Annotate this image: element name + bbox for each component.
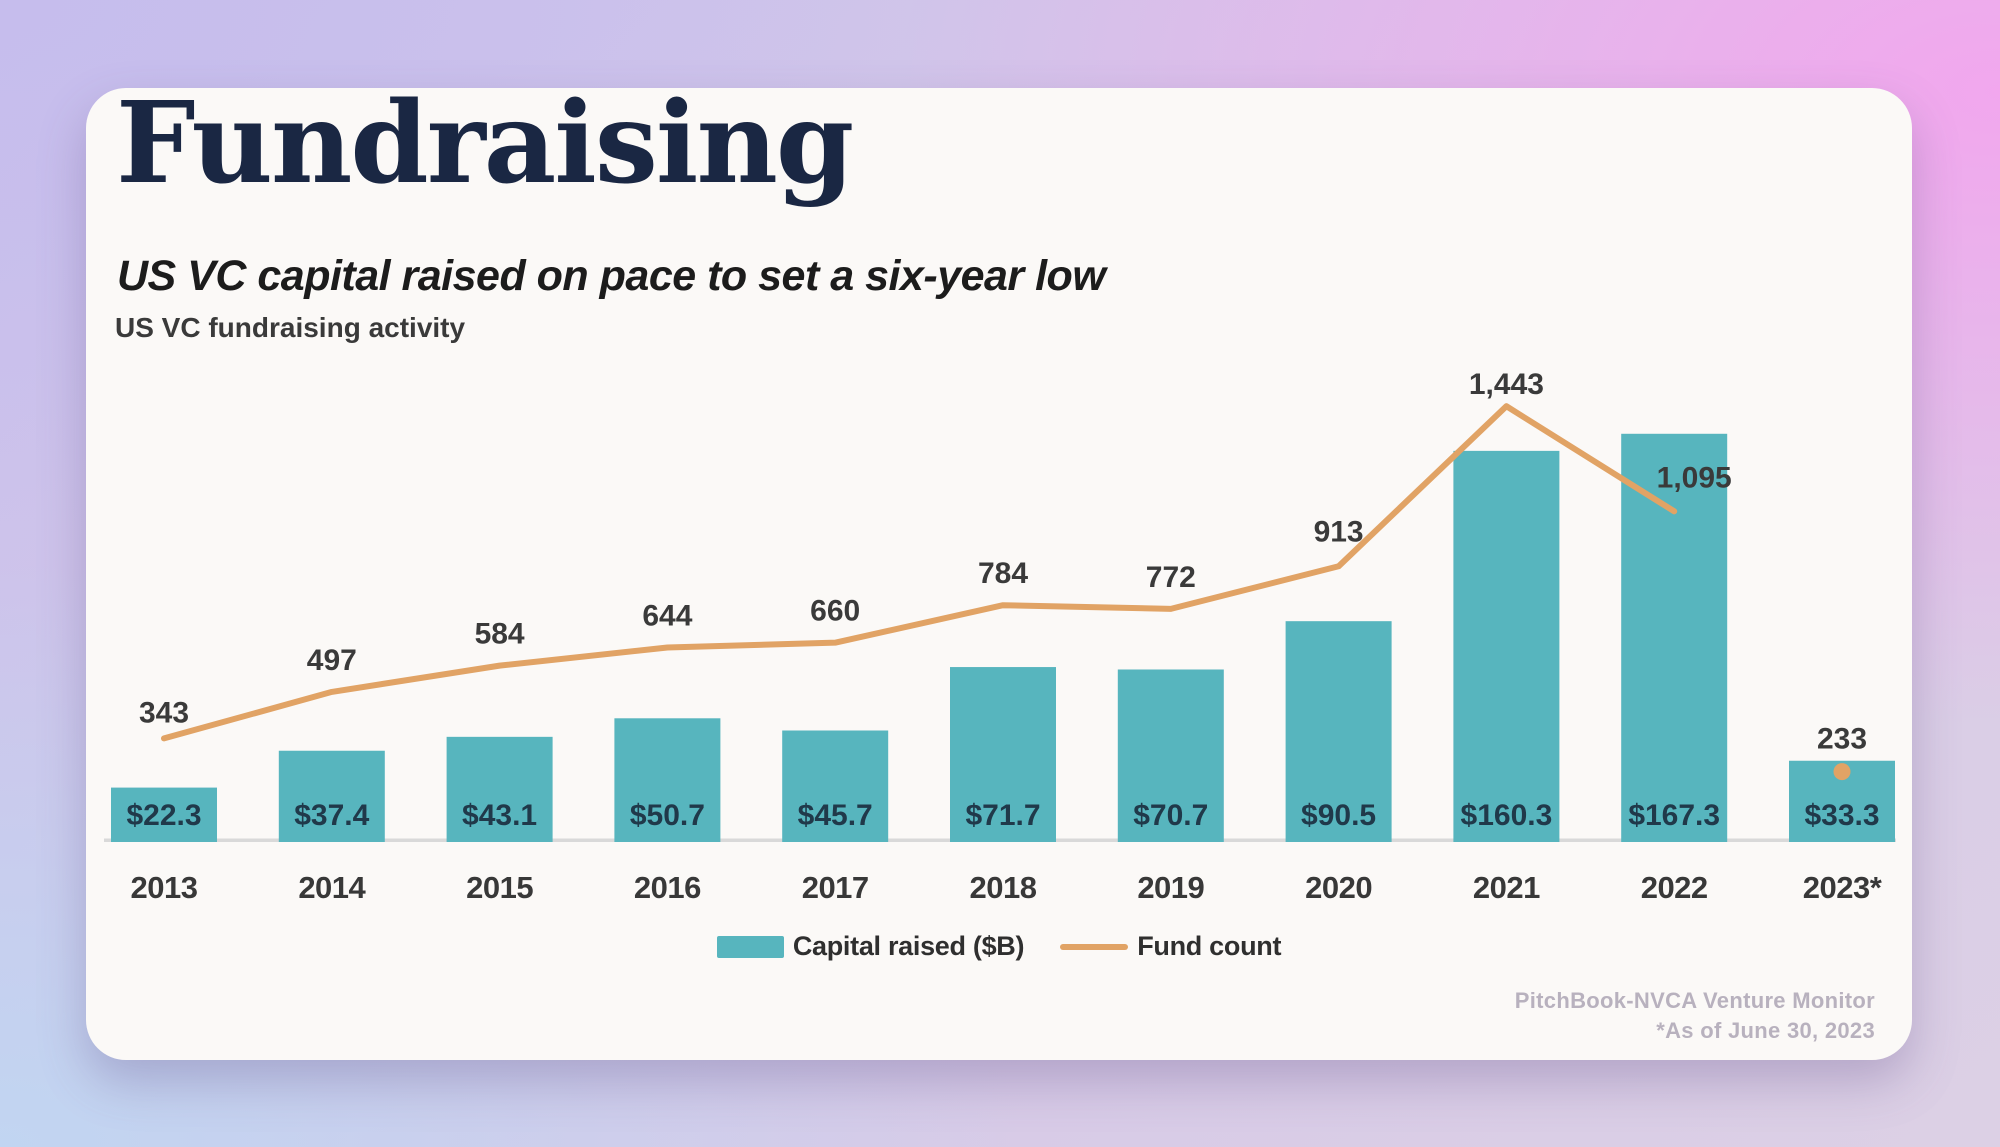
fund-count-label: 584 — [475, 618, 525, 651]
fund-count-point-marker — [1833, 763, 1851, 781]
fund-count-label: 660 — [810, 595, 860, 628]
bar-value-label: $43.1 — [462, 799, 537, 832]
bar-value-label: $71.7 — [965, 799, 1040, 832]
fund-count-legend-label: Fund count — [1137, 931, 1282, 961]
fund-count-label: 784 — [978, 557, 1028, 590]
bar-value-label: $33.3 — [1804, 799, 1879, 832]
capital-raised-legend-label: Capital raised ($B) — [792, 931, 1025, 961]
chart-headline: US VC capital raised on pace to set a si… — [117, 252, 1106, 300]
legend-item-fund-count: Fund count — [1060, 931, 1281, 962]
x-axis-year-label: 2020 — [1305, 870, 1372, 905]
fund-count-label: 497 — [307, 644, 357, 677]
fund-count-label: 913 — [1314, 515, 1364, 548]
source-line: PitchBook-NVCA Venture Monitor — [1514, 988, 1875, 1013]
x-axis-year-label: 2022 — [1641, 870, 1708, 905]
fund-count-label: 1,095 — [1657, 461, 1732, 494]
x-axis-year-label: 2017 — [802, 870, 869, 905]
bar-value-label: $37.4 — [294, 799, 369, 832]
bar-value-label: $90.5 — [1301, 799, 1376, 832]
bar-2014 — [278, 750, 385, 842]
source-attribution: PitchBook-NVCA Venture Monitor *As of Ju… — [1515, 986, 1875, 1046]
bar-2015 — [446, 736, 553, 842]
bar-2013 — [111, 787, 217, 842]
fund-count-label: 343 — [139, 696, 189, 729]
x-axis-year-label: 2013 — [131, 870, 198, 905]
x-axis-year-label: 2016 — [634, 870, 701, 905]
fund-count-label: 644 — [642, 600, 692, 633]
bar-2017 — [782, 730, 889, 842]
page-title: Fundraising — [116, 78, 854, 209]
bar-value-label: $22.3 — [126, 799, 201, 832]
fund-count-label: 772 — [1146, 561, 1196, 594]
capital-raised-swatch-icon — [716, 935, 784, 958]
x-axis-year-label: 2018 — [970, 870, 1037, 905]
bar-2022 — [1621, 433, 1728, 842]
bar-value-label: $167.3 — [1628, 799, 1720, 832]
bar-value-label: $50.7 — [630, 799, 705, 832]
x-axis-year-label: 2023* — [1803, 870, 1883, 905]
chart-subtitle: US VC fundraising activity — [115, 312, 466, 343]
fund-count-label: 1,443 — [1469, 368, 1544, 401]
bar-value-label: $70.7 — [1133, 799, 1208, 832]
chart-card: Fundraising US VC capital raised on pace… — [86, 88, 1912, 1060]
as-of-note: *As of June 30, 2023 — [1656, 1018, 1875, 1043]
bar-2020 — [1285, 621, 1392, 842]
bar-2021 — [1453, 450, 1560, 842]
x-axis-year-label: 2015 — [466, 870, 533, 905]
fundraising-combo-chart: $22.3 $37.4 $43.1 $50.7 $45.7 $71.7 $70.7 $90.5… — [104, 368, 1896, 905]
bar-value-label: $160.3 — [1461, 799, 1553, 832]
fund-count-line-swatch-icon — [1060, 943, 1129, 950]
x-axis-year-label: 2014 — [298, 870, 366, 905]
legend-item-capital-raised: Capital raised ($B) — [716, 931, 1025, 962]
fund-count-line — [161, 403, 1678, 742]
fund-count-label: 233 — [1817, 723, 1867, 756]
x-axis-year-label: 2019 — [1137, 870, 1204, 905]
bar-value-label: $45.7 — [798, 799, 873, 832]
bar-2018 — [950, 667, 1056, 842]
chart-legend: Capital raised ($B) Fund count — [86, 931, 1912, 962]
x-axis-year-label: 2021 — [1473, 870, 1540, 905]
bar-2016 — [614, 718, 721, 842]
bar-2019 — [1117, 669, 1224, 842]
